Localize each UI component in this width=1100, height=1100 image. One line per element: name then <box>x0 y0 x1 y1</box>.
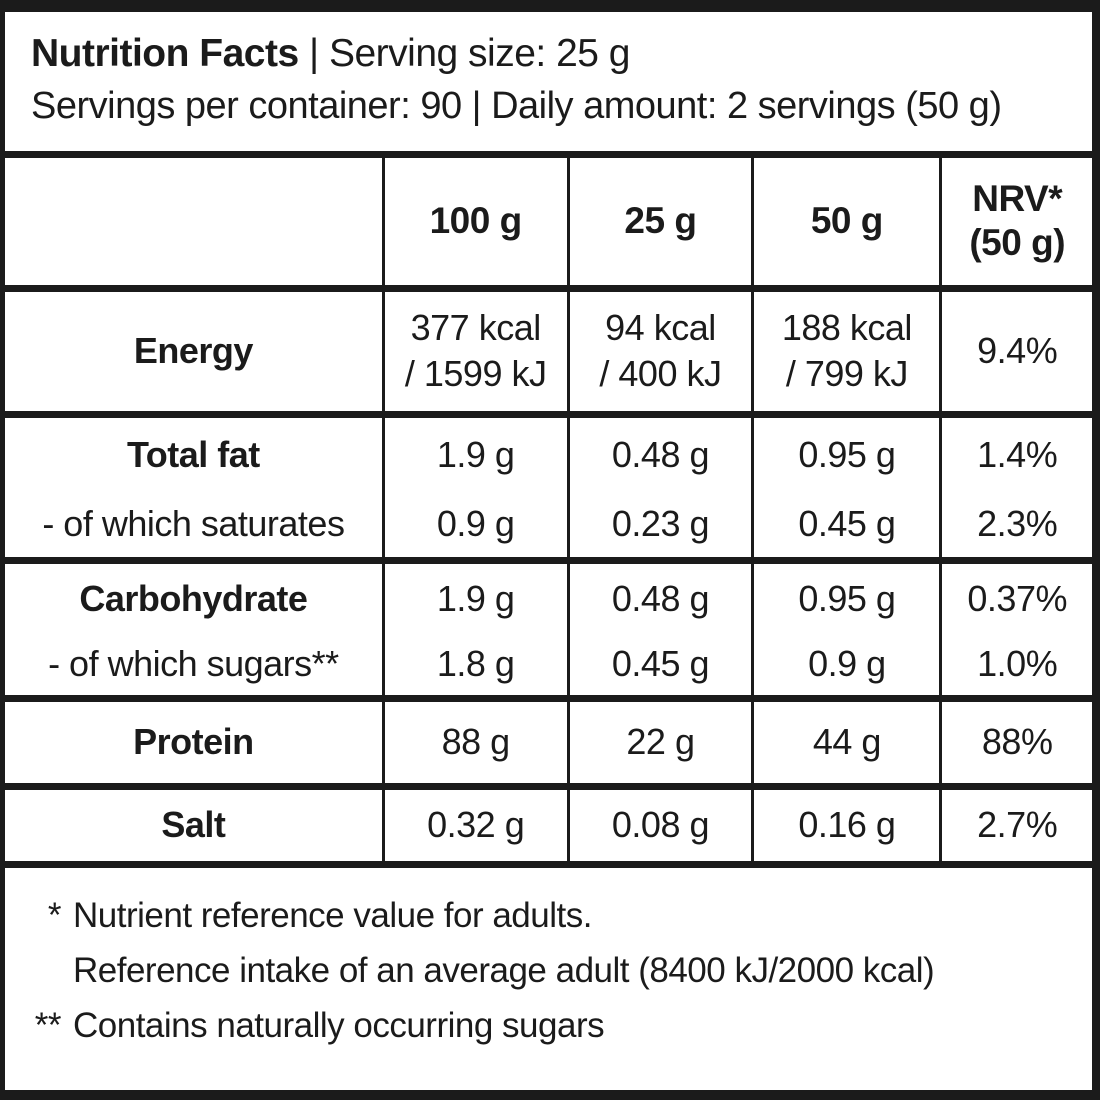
carbohydrate-25g-cell: 0.48 g <box>566 560 753 634</box>
energy-50g-kcal: 188 kcal <box>781 307 913 348</box>
row-label-total-fat: Total fat <box>126 433 260 475</box>
protein-nrv-cell: 88% <box>939 698 1092 790</box>
saturates-100g-cell: 0.9 g <box>381 492 569 564</box>
protein-100g-cell: 88 g <box>381 698 569 790</box>
table-row-salt: Salt 0.32 g 0.08 g 0.16 g 2.7% <box>5 786 1092 868</box>
energy-nrv-cell: 9.4% <box>939 288 1092 418</box>
energy-100g-cell: 377 kcal / 1599 kJ <box>381 288 569 418</box>
nutrition-facts-title: Nutrition Facts <box>31 32 299 75</box>
carbohydrate-nrv-cell: 0.37% <box>939 560 1092 634</box>
table-row-protein: Protein 88 g 22 g 44 g 88% <box>5 698 1092 790</box>
row-label-energy: Energy <box>5 288 384 418</box>
label-header: Nutrition Facts | Serving size: 25 g Ser… <box>5 12 1092 158</box>
salt-25g-cell: 0.08 g <box>566 786 753 868</box>
table-row-total-fat: Total fat 1.9 g 0.48 g 0.95 g 1.4% <box>5 414 1092 492</box>
nutrition-table: 100 g 25 g 50 g NRV* (50 g) Energy 377 k… <box>5 158 1092 868</box>
footnote-nrv-line2: Reference intake of an average adult (84… <box>15 943 1082 998</box>
footnotes-section: * Nutrient reference value for adults. R… <box>5 868 1092 1091</box>
row-label-sugars: - of which sugars** <box>5 634 384 702</box>
row-label-protein: Protein <box>5 698 384 790</box>
energy-25g-kcal: 94 kcal <box>605 307 716 348</box>
nrv-header-line1: NRV* <box>972 178 1063 220</box>
sugars-100g-cell: 1.8 g <box>381 634 569 702</box>
saturates-50g-cell: 0.45 g <box>751 492 941 564</box>
table-row-energy: Energy 377 kcal / 1599 kJ 94 kcal / 400 … <box>5 288 1092 418</box>
footnote-nrv-text: Nutrient reference value for adults. <box>73 895 592 935</box>
footnote-sugars-text: Contains naturally occurring sugars <box>73 1005 605 1045</box>
energy-50g-cell: 188 kcal / 799 kJ <box>751 288 941 418</box>
energy-25g-cell: 94 kcal / 400 kJ <box>566 288 753 418</box>
table-row-saturates: - of which saturates 0.9 g 0.23 g 0.45 g… <box>5 492 1092 564</box>
row-label-carbohydrate: Carbohydrate <box>79 577 308 619</box>
energy-25g-kj: / 400 kJ <box>599 353 722 394</box>
energy-50g-kj: / 799 kJ <box>785 353 909 394</box>
salt-100g-cell: 0.32 g <box>381 786 569 868</box>
protein-25g-cell: 22 g <box>566 698 753 790</box>
footnote-sugars: ** Contains naturally occurring sugars <box>15 998 1082 1053</box>
table-row-sugars: - of which sugars** 1.8 g 0.45 g 0.9 g 1… <box>5 634 1092 702</box>
row-label-salt: Salt <box>5 786 384 868</box>
table-row-carbohydrate: Carbohydrate 1.9 g 0.48 g 0.95 g 0.37% <box>5 560 1092 634</box>
empty-corner-cell <box>5 158 384 292</box>
asterisk-marker: * <box>47 895 62 935</box>
salt-nrv-cell: 2.7% <box>939 786 1092 868</box>
column-header-nrv: NRV* (50 g) <box>939 158 1092 292</box>
double-asterisk-marker: ** <box>34 1005 62 1045</box>
carbohydrate-50g-cell: 0.95 g <box>751 560 941 634</box>
nrv-header-line2: (50 g) <box>969 222 1066 264</box>
header-line1: Nutrition Facts | Serving size: 25 g <box>31 28 1072 80</box>
sugars-25g-cell: 0.45 g <box>566 634 753 702</box>
total-fat-25g-cell: 0.48 g <box>566 414 753 492</box>
energy-100g-kj: / 1599 kJ <box>404 353 547 394</box>
total-fat-50g-cell: 0.95 g <box>751 414 941 492</box>
saturates-25g-cell: 0.23 g <box>566 492 753 564</box>
salt-50g-cell: 0.16 g <box>751 786 941 868</box>
sugars-50g-cell: 0.9 g <box>751 634 941 702</box>
column-header-row: 100 g 25 g 50 g NRV* (50 g) <box>5 158 1092 292</box>
saturates-nrv-cell: 2.3% <box>939 492 1092 564</box>
sugars-nrv-cell: 1.0% <box>939 634 1092 702</box>
total-fat-100g-cell: 1.9 g <box>381 414 569 492</box>
column-header-50g: 50 g <box>751 158 941 292</box>
column-header-25g: 25 g <box>566 158 753 292</box>
total-fat-nrv-cell: 1.4% <box>939 414 1092 492</box>
column-header-100g: 100 g <box>381 158 569 292</box>
footnote-nrv-line1: * Nutrient reference value for adults. <box>15 888 1082 943</box>
servings-per-container-text: Servings per container: 90 | Daily amoun… <box>31 85 1002 127</box>
serving-size-text: | Serving size: 25 g <box>309 32 630 75</box>
energy-100g-kcal: 377 kcal <box>410 307 542 348</box>
footnote-reference-intake-text: Reference intake of an average adult (84… <box>73 950 935 990</box>
carbohydrate-100g-cell: 1.9 g <box>381 560 569 634</box>
protein-50g-cell: 44 g <box>751 698 941 790</box>
row-label-saturates: - of which saturates <box>5 492 384 564</box>
empty-marker <box>15 943 61 998</box>
